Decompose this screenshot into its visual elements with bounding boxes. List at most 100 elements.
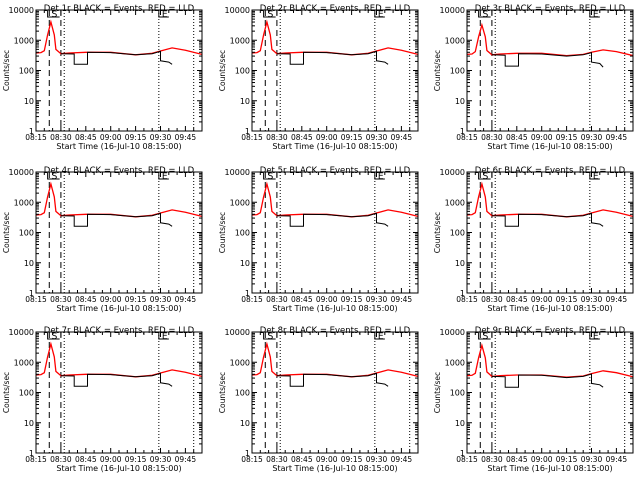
start-marker-label: S: [268, 172, 274, 182]
y-tick-label: 10: [24, 259, 34, 268]
y-tick-label: 10: [24, 419, 34, 428]
start-marker-label: S: [268, 332, 274, 342]
x-tick-label: 08:15: [241, 455, 263, 464]
start-bracket: [478, 173, 491, 180]
start-marker-label: S: [483, 172, 489, 182]
y-tick-label: 10000: [9, 168, 34, 177]
x-tick-label: 08:15: [456, 455, 478, 464]
x-tick-label: 09:45: [175, 295, 197, 304]
x-tick-label: 09:30: [150, 133, 172, 142]
x-axis-label: Start Time (16-Jul-10 08:15:00): [56, 464, 181, 473]
x-tick-label: 08:30: [481, 295, 503, 304]
x-tick-label: 08:30: [481, 455, 503, 464]
x-tick-label: 09:30: [366, 455, 388, 464]
end-bracket: [589, 11, 600, 18]
y-tick-label: 100: [450, 389, 465, 398]
events-series-line: [276, 50, 389, 65]
y-tick-label: 10: [240, 259, 250, 268]
x-tick-label: 09:15: [125, 133, 147, 142]
plot-title: Det 6r BLACK = Events, RED = LLD: [475, 166, 626, 176]
start-bracket: [263, 333, 276, 340]
y-tick-label: 1: [29, 449, 34, 458]
x-tick-label: 08:45: [75, 133, 97, 142]
x-tick-label: 09:45: [606, 455, 628, 464]
lld-series-line: [467, 22, 633, 57]
x-tick-label: 08:15: [241, 133, 263, 142]
y-tick-label: 10000: [225, 6, 250, 15]
y-tick-label: 10000: [440, 168, 465, 177]
y-tick-label: 1: [460, 289, 465, 298]
y-axis-label: Counts/sec: [433, 372, 442, 413]
start-bracket: [47, 173, 60, 180]
x-tick-label: 09:00: [316, 455, 338, 464]
x-axis-label: Start Time (16-Jul-10 08:15:00): [272, 142, 397, 151]
x-axis-label: Start Time (16-Jul-10 08:15:00): [487, 464, 612, 473]
y-tick-label: 1: [460, 127, 465, 136]
y-tick-label: 100: [450, 67, 465, 76]
start-bracket: [47, 333, 60, 340]
start-bracket: [478, 333, 491, 340]
x-tick-label: 09:00: [531, 295, 553, 304]
x-tick-label: 09:30: [150, 455, 172, 464]
y-tick-label: 10: [240, 419, 250, 428]
start-marker-label: S: [52, 10, 58, 20]
end-marker-label: E: [378, 10, 384, 20]
x-tick-label: 08:45: [291, 295, 313, 304]
x-tick-label: 09:45: [175, 455, 197, 464]
y-tick-label: 1000: [230, 36, 250, 45]
end-marker-label: E: [593, 10, 599, 20]
x-tick-label: 09:45: [606, 133, 628, 142]
lld-series-line: [252, 181, 418, 218]
x-tick-label: 09:45: [391, 455, 413, 464]
end-bracket: [374, 173, 385, 180]
events-series-line: [60, 50, 173, 65]
x-tick-label: 08:15: [25, 133, 47, 142]
y-tick-label: 1: [29, 127, 34, 136]
start-bracket: [263, 11, 276, 18]
y-tick-label: 10000: [225, 168, 250, 177]
y-tick-label: 10000: [440, 6, 465, 15]
x-tick-label: 08:15: [241, 295, 263, 304]
x-tick-label: 08:30: [50, 133, 72, 142]
x-tick-label: 09:30: [581, 133, 603, 142]
y-tick-label: 10000: [225, 328, 250, 337]
y-axis-label: Counts/sec: [2, 50, 11, 91]
end-marker-label: E: [378, 332, 384, 342]
events-series-line: [491, 212, 604, 227]
y-tick-label: 100: [19, 67, 34, 76]
x-axis-label: Start Time (16-Jul-10 08:15:00): [487, 142, 612, 151]
x-axis-label: Start Time (16-Jul-10 08:15:00): [272, 464, 397, 473]
x-tick-label: 09:15: [125, 295, 147, 304]
x-tick-label: 09:00: [316, 295, 338, 304]
x-tick-label: 09:15: [341, 133, 363, 142]
lld-series-line: [252, 19, 418, 56]
y-tick-label: 10: [455, 259, 465, 268]
y-tick-label: 10: [455, 419, 465, 428]
y-tick-label: 100: [235, 389, 250, 398]
y-tick-label: 10000: [9, 328, 34, 337]
end-marker-label: E: [378, 172, 384, 182]
x-tick-label: 08:30: [266, 455, 288, 464]
x-tick-label: 08:45: [506, 295, 528, 304]
x-tick-label: 09:30: [581, 455, 603, 464]
y-tick-label: 100: [450, 229, 465, 238]
x-tick-label: 08:30: [50, 295, 72, 304]
start-marker-label: S: [483, 10, 489, 20]
y-axis-label: Counts/sec: [218, 372, 227, 413]
x-tick-label: 09:00: [531, 133, 553, 142]
y-tick-label: 100: [19, 389, 34, 398]
x-tick-label: 08:45: [75, 295, 97, 304]
x-tick-label: 08:30: [481, 133, 503, 142]
y-tick-label: 1000: [230, 198, 250, 207]
lld-series-line: [36, 19, 202, 56]
end-bracket: [374, 11, 385, 18]
x-tick-label: 08:30: [266, 295, 288, 304]
x-tick-label: 09:30: [366, 133, 388, 142]
x-tick-label: 09:00: [100, 295, 122, 304]
x-tick-label: 08:45: [506, 455, 528, 464]
start-marker-label: S: [52, 332, 58, 342]
